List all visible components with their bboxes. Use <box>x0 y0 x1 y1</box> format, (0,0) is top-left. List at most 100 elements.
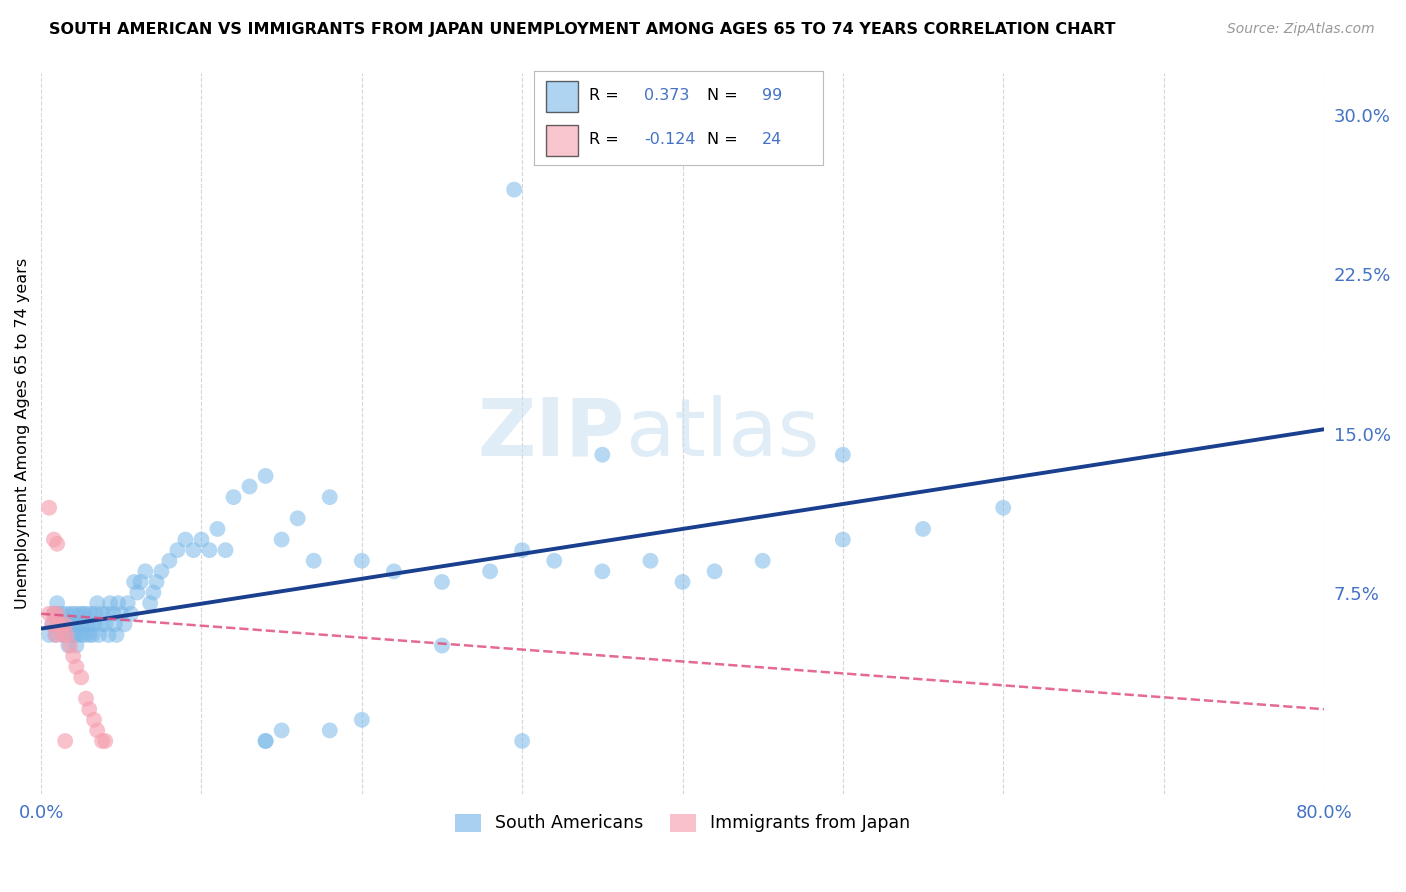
Point <box>62 617 84 632</box>
Point <box>46 607 69 621</box>
Point <box>86 596 108 610</box>
Point <box>91 734 114 748</box>
Point <box>63 607 86 621</box>
Point <box>38 607 60 621</box>
Point <box>59 617 82 632</box>
Point <box>671 574 693 589</box>
Text: 99: 99 <box>762 88 782 103</box>
Text: N =: N = <box>707 88 744 103</box>
Point <box>49 617 72 632</box>
Point <box>46 607 69 621</box>
Point <box>350 554 373 568</box>
Point <box>65 628 87 642</box>
Text: Source: ZipAtlas.com: Source: ZipAtlas.com <box>1227 22 1375 37</box>
Point <box>222 490 245 504</box>
Point <box>122 574 145 589</box>
Point <box>89 617 111 632</box>
Point <box>53 617 76 632</box>
Point <box>134 565 156 579</box>
Point <box>60 607 83 621</box>
Point <box>103 607 125 621</box>
Point <box>198 543 221 558</box>
Point <box>350 713 373 727</box>
Point <box>640 554 662 568</box>
Point <box>42 533 65 547</box>
Point <box>139 596 162 610</box>
Point <box>59 628 82 642</box>
Point <box>510 734 533 748</box>
Point <box>993 500 1015 515</box>
Point <box>319 723 342 738</box>
Point <box>503 183 526 197</box>
Point <box>55 607 77 621</box>
Point <box>287 511 309 525</box>
Point <box>479 565 502 579</box>
Point <box>51 628 73 642</box>
Point <box>270 533 292 547</box>
Point <box>207 522 229 536</box>
Y-axis label: Unemployment Among Ages 65 to 74 years: Unemployment Among Ages 65 to 74 years <box>15 258 30 609</box>
Text: R =: R = <box>589 132 624 147</box>
Point <box>127 585 149 599</box>
Point <box>145 574 167 589</box>
Point <box>96 607 118 621</box>
Point <box>62 649 84 664</box>
Point <box>190 533 212 547</box>
Point <box>46 617 69 632</box>
Point <box>254 469 277 483</box>
Point <box>83 617 105 632</box>
Point <box>75 691 97 706</box>
Point <box>91 607 114 621</box>
Point <box>70 617 93 632</box>
Point <box>73 628 96 642</box>
Point <box>45 628 67 642</box>
Point <box>41 617 63 632</box>
Point <box>65 660 87 674</box>
Point <box>831 448 853 462</box>
Point <box>302 554 325 568</box>
Point <box>59 639 82 653</box>
Point <box>86 723 108 738</box>
Point <box>65 639 87 653</box>
Point <box>254 734 277 748</box>
Point <box>166 543 188 558</box>
Point <box>42 607 65 621</box>
Point <box>72 607 94 621</box>
Point <box>543 554 565 568</box>
FancyBboxPatch shape <box>546 81 578 112</box>
Point <box>120 607 142 621</box>
Point <box>83 713 105 727</box>
Point <box>38 628 60 642</box>
Point <box>430 574 453 589</box>
Point <box>831 533 853 547</box>
Point <box>52 628 75 642</box>
Point <box>70 670 93 684</box>
Point <box>51 607 73 621</box>
Point <box>80 607 103 621</box>
Point <box>157 554 180 568</box>
Point <box>53 628 76 642</box>
Text: N =: N = <box>707 132 744 147</box>
Point <box>150 565 173 579</box>
Point <box>38 500 60 515</box>
Point <box>82 628 104 642</box>
Point <box>105 628 128 642</box>
Point <box>45 628 67 642</box>
Point <box>703 565 725 579</box>
Point <box>70 628 93 642</box>
Point <box>94 617 117 632</box>
Text: 24: 24 <box>762 132 782 147</box>
Point <box>87 628 110 642</box>
Point <box>911 522 934 536</box>
Point <box>55 628 77 642</box>
Point <box>41 617 63 632</box>
Point <box>53 734 76 748</box>
Point <box>49 617 72 632</box>
Point <box>104 617 127 632</box>
Point <box>110 607 132 621</box>
Text: 0.373: 0.373 <box>644 88 689 103</box>
Point <box>591 448 613 462</box>
Point <box>114 617 136 632</box>
Point <box>591 565 613 579</box>
Point <box>94 734 117 748</box>
